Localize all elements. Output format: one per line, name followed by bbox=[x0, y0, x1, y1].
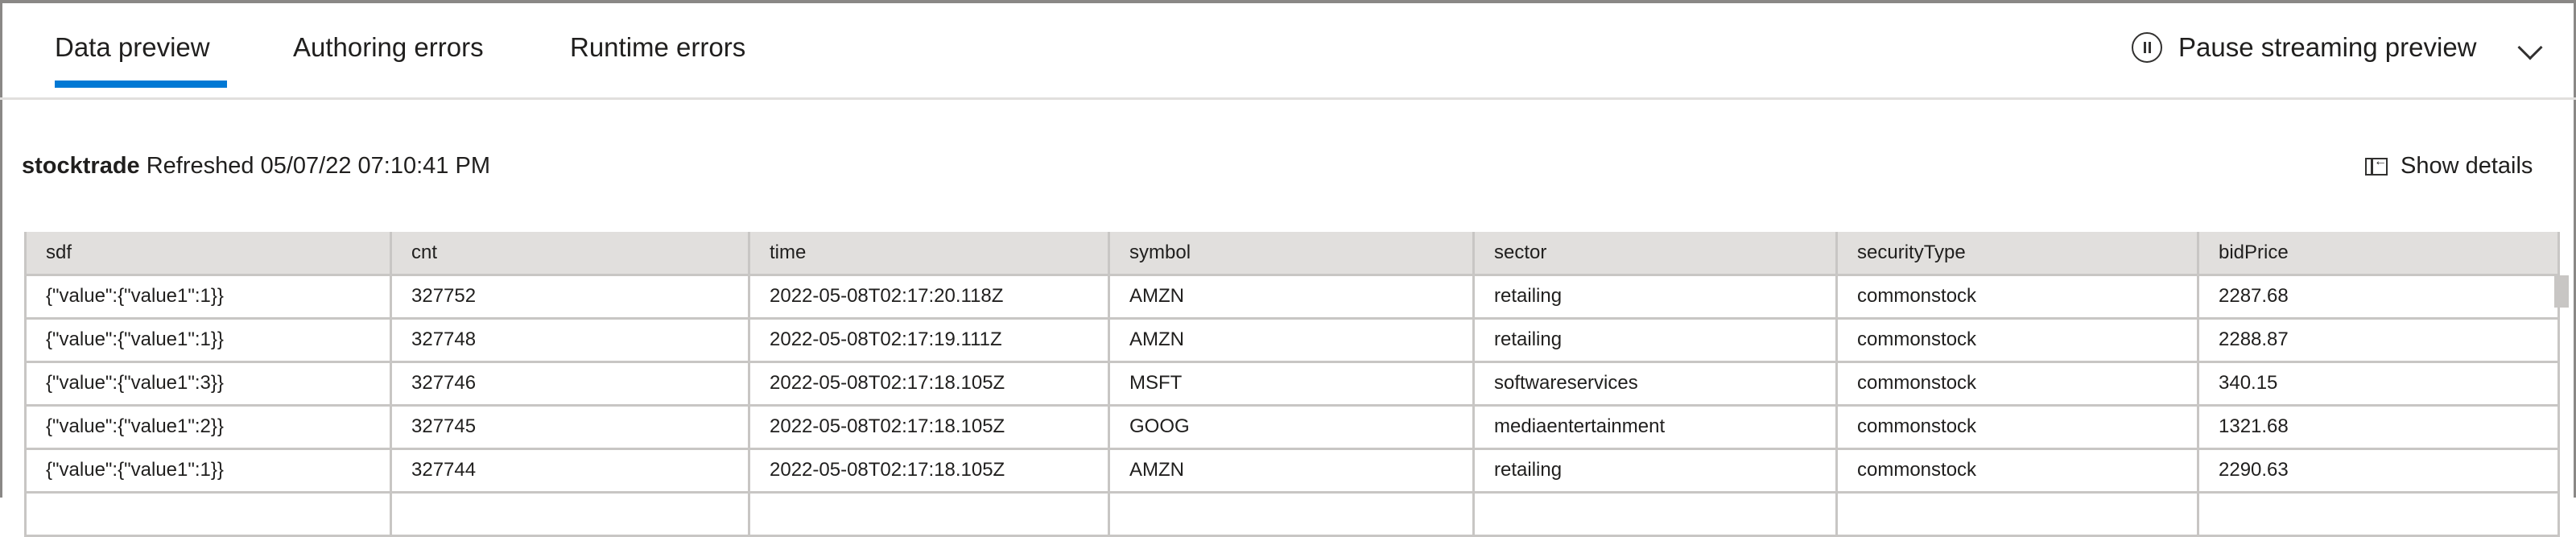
cell-sdf: {"value":{"value1":3}} bbox=[24, 361, 392, 407]
cell-cnt: 327746 bbox=[390, 361, 750, 407]
cell-bidPrice: 1321.68 bbox=[2198, 405, 2560, 450]
cell-time: 2022-05-08T02:17:19.111Z bbox=[749, 318, 1110, 363]
column-header-bidPrice[interactable]: bidPrice bbox=[2198, 232, 2560, 276]
vertical-scrollbar[interactable] bbox=[2554, 275, 2569, 308]
cell-sdf bbox=[24, 492, 392, 537]
show-details-label: Show details bbox=[2401, 153, 2533, 179]
cell-securityType: commonstock bbox=[1836, 405, 2199, 450]
table-row[interactable]: {"value":{"value1":2}} 327745 2022-05-08T0… bbox=[24, 405, 2560, 450]
pause-label: Pause streaming preview bbox=[2178, 32, 2477, 62]
cell-symbol: MSFT bbox=[1108, 361, 1475, 407]
cell-sector: retailing bbox=[1473, 448, 1838, 494]
cell-securityType: commonstock bbox=[1836, 361, 2199, 407]
cell-symbol: GOOG bbox=[1108, 405, 1475, 450]
cell-bidPrice: 2287.68 bbox=[2198, 275, 2560, 320]
tab-data-preview[interactable]: Data preview bbox=[55, 32, 210, 62]
pause-icon bbox=[2132, 32, 2162, 63]
cell-symbol: AMZN bbox=[1108, 275, 1475, 320]
column-header-time[interactable]: time bbox=[749, 232, 1110, 276]
cell-sector: retailing bbox=[1473, 275, 1838, 320]
column-header-symbol[interactable]: symbol bbox=[1108, 232, 1475, 276]
cell-sdf: {"value":{"value1":1}} bbox=[24, 448, 392, 494]
cell-bidPrice: 2288.87 bbox=[2198, 318, 2560, 363]
table-row[interactable] bbox=[24, 492, 2560, 537]
cell-sector: retailing bbox=[1473, 318, 1838, 363]
cell-securityType bbox=[1836, 492, 2199, 537]
cell-symbol bbox=[1108, 492, 1475, 537]
cell-time: 2022-05-08T02:17:18.105Z bbox=[749, 361, 1110, 407]
active-tab-indicator bbox=[55, 81, 227, 88]
tab-runtime-errors[interactable]: Runtime errors bbox=[570, 32, 746, 62]
chevron-down-icon[interactable] bbox=[2517, 35, 2543, 60]
tab-bar: Data preview Authoring errors Runtime er… bbox=[0, 0, 2576, 100]
cell-bidPrice bbox=[2198, 492, 2560, 537]
cell-sdf: {"value":{"value1":2}} bbox=[24, 405, 392, 450]
cell-time: 2022-05-08T02:17:18.105Z bbox=[749, 448, 1110, 494]
cell-securityType: commonstock bbox=[1836, 318, 2199, 363]
table-row[interactable]: {"value":{"value1":1}} 327752 2022-05-08T0… bbox=[24, 275, 2560, 320]
cell-cnt: 327745 bbox=[390, 405, 750, 450]
column-header-securityType[interactable]: securityType bbox=[1836, 232, 2199, 276]
cell-sector bbox=[1473, 492, 1838, 537]
tab-authoring-errors[interactable]: Authoring errors bbox=[293, 32, 484, 62]
refreshed-timestamp: Refreshed 05/07/22 07:10:41 PM bbox=[146, 153, 490, 179]
cell-symbol: AMZN bbox=[1108, 448, 1475, 494]
panel-frame bbox=[0, 0, 2576, 498]
cell-time: 2022-05-08T02:17:20.118Z bbox=[749, 275, 1110, 320]
pause-streaming-button[interactable]: Pause streaming preview bbox=[2132, 32, 2477, 63]
table-row[interactable]: {"value":{"value1":3}} 327746 2022-05-08T0… bbox=[24, 361, 2560, 407]
cell-cnt: 327744 bbox=[390, 448, 750, 494]
data-preview-table: sdf cnt time symbol sector securityType bidPri… bbox=[24, 232, 2560, 537]
cell-sdf: {"value":{"value1":1}} bbox=[24, 318, 392, 363]
column-header-sector[interactable]: sector bbox=[1473, 232, 1838, 276]
table-header-row: sdf cnt time symbol sector securityType bidPri… bbox=[24, 232, 2560, 276]
cell-sdf: {"value":{"value1":1}} bbox=[24, 275, 392, 320]
table-row[interactable]: {"value":{"value1":1}} 327744 2022-05-08T0… bbox=[24, 448, 2560, 494]
table-row[interactable]: {"value":{"value1":1}} 327748 2022-05-08T0… bbox=[24, 318, 2560, 363]
column-header-cnt[interactable]: cnt bbox=[390, 232, 750, 276]
preview-title: stocktrade Refreshed 05/07/22 07:10:41 P… bbox=[22, 153, 490, 180]
cell-cnt bbox=[390, 492, 750, 537]
cell-time: 2022-05-08T02:17:18.105Z bbox=[749, 405, 1110, 450]
panel-expand-icon bbox=[2365, 155, 2388, 176]
cell-cnt: 327752 bbox=[390, 275, 750, 320]
cell-securityType: commonstock bbox=[1836, 448, 2199, 494]
cell-securityType: commonstock bbox=[1836, 275, 2199, 320]
cell-symbol: AMZN bbox=[1108, 318, 1475, 363]
cell-cnt: 327748 bbox=[390, 318, 750, 363]
cell-bidPrice: 2290.63 bbox=[2198, 448, 2560, 494]
cell-sector: softwareservices bbox=[1473, 361, 1838, 407]
cell-time bbox=[749, 492, 1110, 537]
show-details-button[interactable]: Show details bbox=[2365, 153, 2533, 180]
column-header-sdf[interactable]: sdf bbox=[24, 232, 392, 276]
cell-bidPrice: 340.15 bbox=[2198, 361, 2560, 407]
cell-sector: mediaentertainment bbox=[1473, 405, 1838, 450]
stream-name: stocktrade bbox=[22, 153, 140, 179]
